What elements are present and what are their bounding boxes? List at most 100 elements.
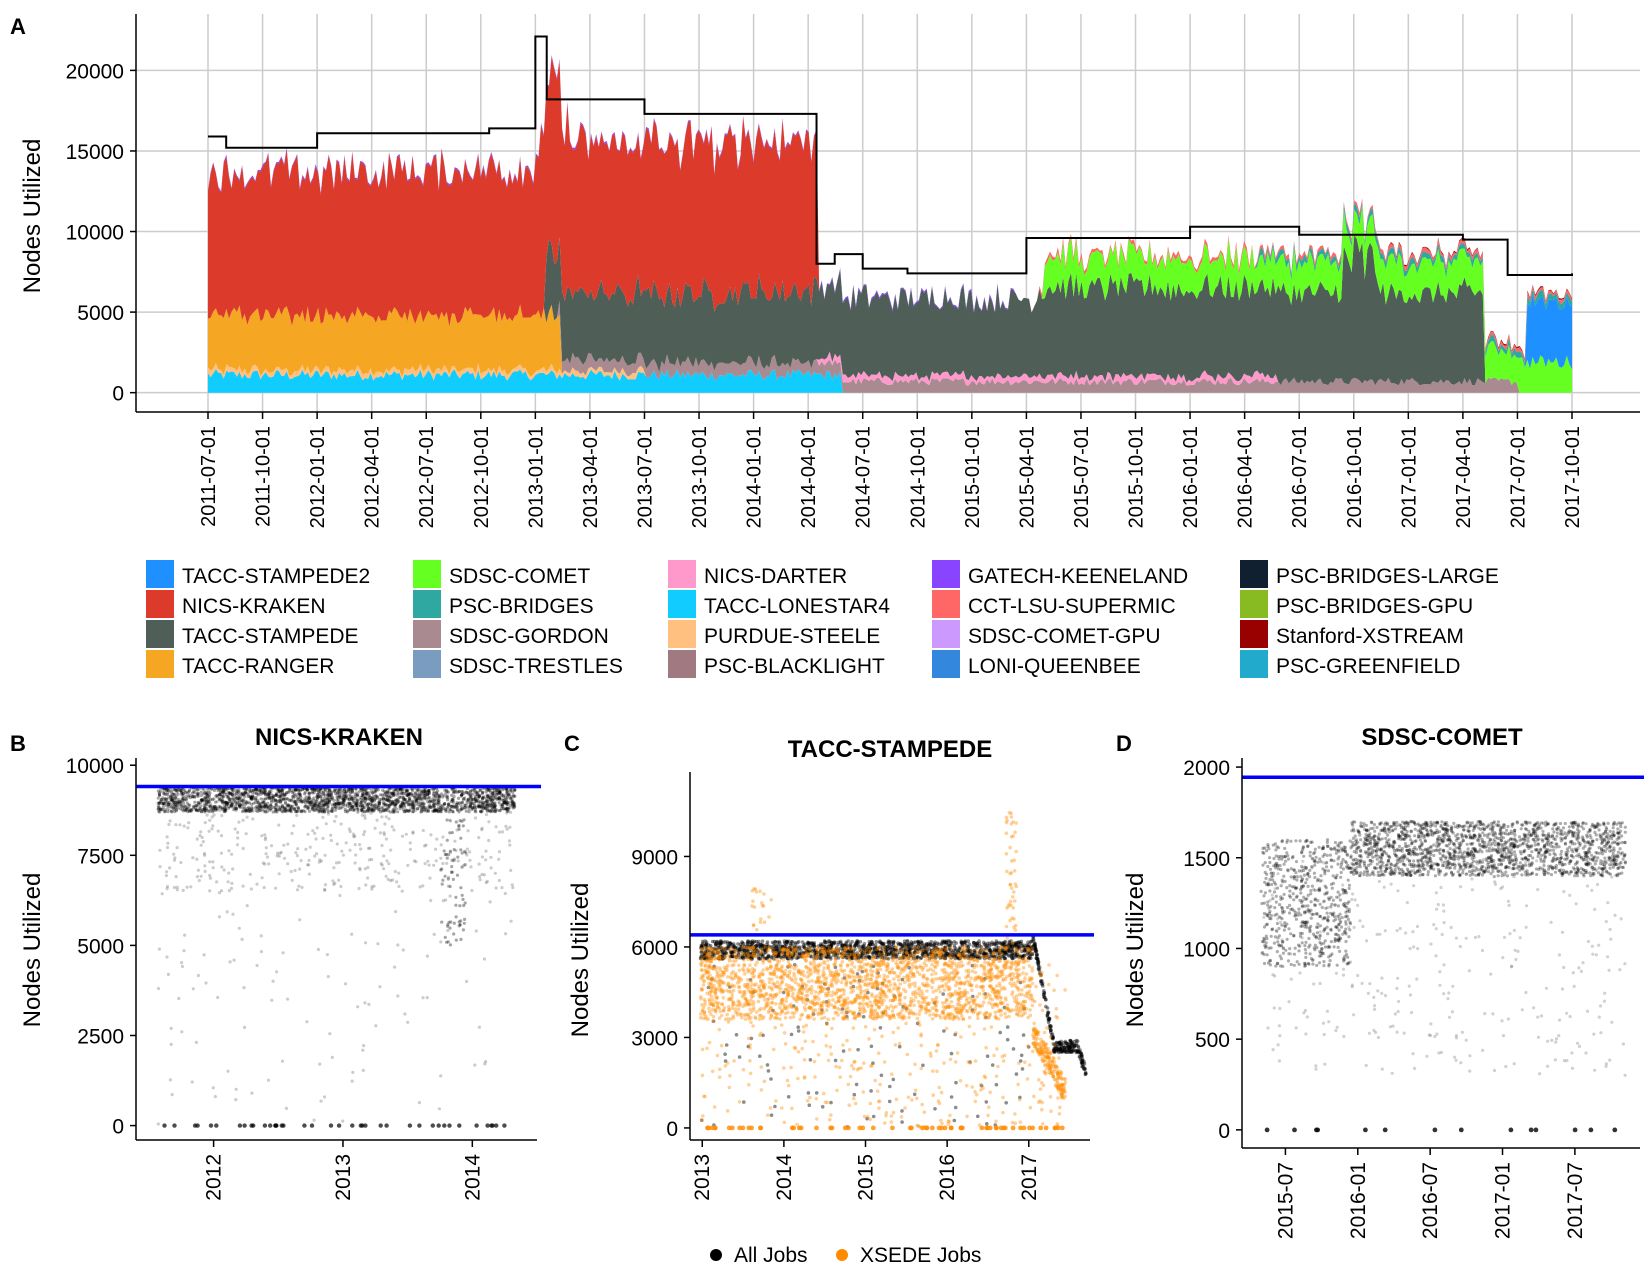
panel-b-point xyxy=(349,791,353,795)
panel-b-point xyxy=(293,868,297,873)
panel-c-point xyxy=(758,1054,762,1058)
panel-b-point xyxy=(232,808,236,812)
panel-b-point xyxy=(217,915,221,919)
panel-b-point xyxy=(477,862,481,866)
panel-b-point xyxy=(341,797,345,801)
panel-b-point xyxy=(191,805,195,809)
panel-b-point xyxy=(464,809,468,813)
panel-b-point xyxy=(208,873,212,878)
panel-b-point xyxy=(374,794,378,798)
panel-b-point xyxy=(202,953,206,957)
panel-b-point xyxy=(478,878,482,882)
panel-b-point xyxy=(187,803,191,807)
panel-b-point xyxy=(157,801,161,806)
panel-b-point xyxy=(429,898,433,903)
panel-b-point xyxy=(378,793,382,797)
panel-b-point xyxy=(303,804,307,808)
panel-b-point xyxy=(378,801,382,805)
panel-b-point xyxy=(474,810,478,814)
panel-b-point xyxy=(227,792,231,796)
panel-b-point xyxy=(304,801,308,805)
panel-b-point xyxy=(169,795,173,800)
panel-b-point xyxy=(203,802,207,806)
panel-a-xtick-label: 2013-10-01 xyxy=(689,426,711,528)
panel-b-point xyxy=(480,804,485,808)
legend-label-tacc-ranger: TACC-RANGER xyxy=(182,655,334,678)
panel-b-point xyxy=(371,795,375,799)
panel-b-point xyxy=(338,893,342,898)
panel-c-point xyxy=(1042,995,1047,1000)
panel-c-point xyxy=(879,1073,884,1078)
panel-b-point xyxy=(350,804,354,808)
panel-b-point xyxy=(360,788,364,792)
panel-b-point xyxy=(275,791,279,796)
panel-b-point xyxy=(358,868,362,872)
panel-b-point xyxy=(479,804,483,808)
panel-b-point xyxy=(421,828,425,833)
panel-b-point xyxy=(445,794,449,798)
panel-b-point xyxy=(437,807,441,812)
panel-b-point xyxy=(345,795,349,799)
panel-b-point xyxy=(273,810,277,814)
panel-b-point xyxy=(347,788,351,792)
panel-b-point xyxy=(156,789,160,793)
panel-b-point xyxy=(304,847,308,851)
panel-b-point xyxy=(489,866,493,870)
panel-b-point xyxy=(482,806,486,810)
panel-b-point xyxy=(333,789,337,793)
panel-b-point xyxy=(384,803,388,807)
panel-b-point xyxy=(168,1078,172,1082)
panel-b-point xyxy=(171,795,175,799)
panel-b-point xyxy=(307,801,311,805)
panel-c-point xyxy=(891,1077,896,1082)
panel-b-point xyxy=(343,788,347,792)
panel-b-point xyxy=(244,832,248,836)
panel-b-point xyxy=(513,804,517,808)
panel-c-point xyxy=(1005,1025,1010,1029)
panel-b-point xyxy=(278,798,282,802)
panel-c-point-xsede xyxy=(768,1106,773,1110)
panel-b-point xyxy=(249,790,253,794)
panel-b-point xyxy=(497,850,502,854)
panel-a-xtick-label: 2013-01-01 xyxy=(525,426,547,528)
panel-c-point-xsede xyxy=(791,1015,796,1019)
panel-a-area-tacc-stampede xyxy=(208,234,1572,393)
panel-b-point xyxy=(323,793,327,798)
panel-b-point xyxy=(266,1078,271,1082)
panel-b-point xyxy=(441,878,445,882)
panel-b-point xyxy=(348,848,352,852)
panel-b-point xyxy=(490,793,494,797)
panel-c-point xyxy=(797,945,802,949)
panel-b-point xyxy=(295,813,299,818)
panel-c-point-xsede xyxy=(831,1016,836,1021)
panel-b-point xyxy=(466,799,470,803)
panel-b-point xyxy=(194,787,198,792)
panel-a-xtick-label: 2015-07-01 xyxy=(1071,426,1093,528)
panel-b-point xyxy=(484,1060,488,1064)
panel-c-point xyxy=(833,1058,838,1063)
panel-b-point xyxy=(442,802,446,806)
panel-b-point xyxy=(172,1123,177,1128)
panel-b-point xyxy=(350,932,354,936)
panel-label-a: A xyxy=(10,14,26,39)
panel-b-point xyxy=(502,1123,507,1128)
panel-b-point xyxy=(298,867,302,871)
panel-b-point xyxy=(446,928,450,933)
panel-b-point xyxy=(321,836,325,841)
panel-b-point xyxy=(408,841,412,845)
panel-b-point xyxy=(414,799,418,803)
panel-b-point xyxy=(408,803,412,807)
panel-b-point xyxy=(367,793,371,797)
panel-b-point xyxy=(172,852,176,856)
panel-b-point xyxy=(231,797,235,801)
panel-b-point xyxy=(219,851,223,855)
panel-b-point xyxy=(318,787,322,792)
panel-b-point xyxy=(281,791,285,795)
panel-b-point xyxy=(439,856,443,860)
panel-c-point xyxy=(1066,1050,1070,1054)
panel-b-point xyxy=(207,829,211,833)
panel-b-point xyxy=(380,863,384,867)
panel-b-point xyxy=(468,796,472,800)
panel-b-point xyxy=(288,804,292,808)
panel-b-point xyxy=(485,799,489,803)
